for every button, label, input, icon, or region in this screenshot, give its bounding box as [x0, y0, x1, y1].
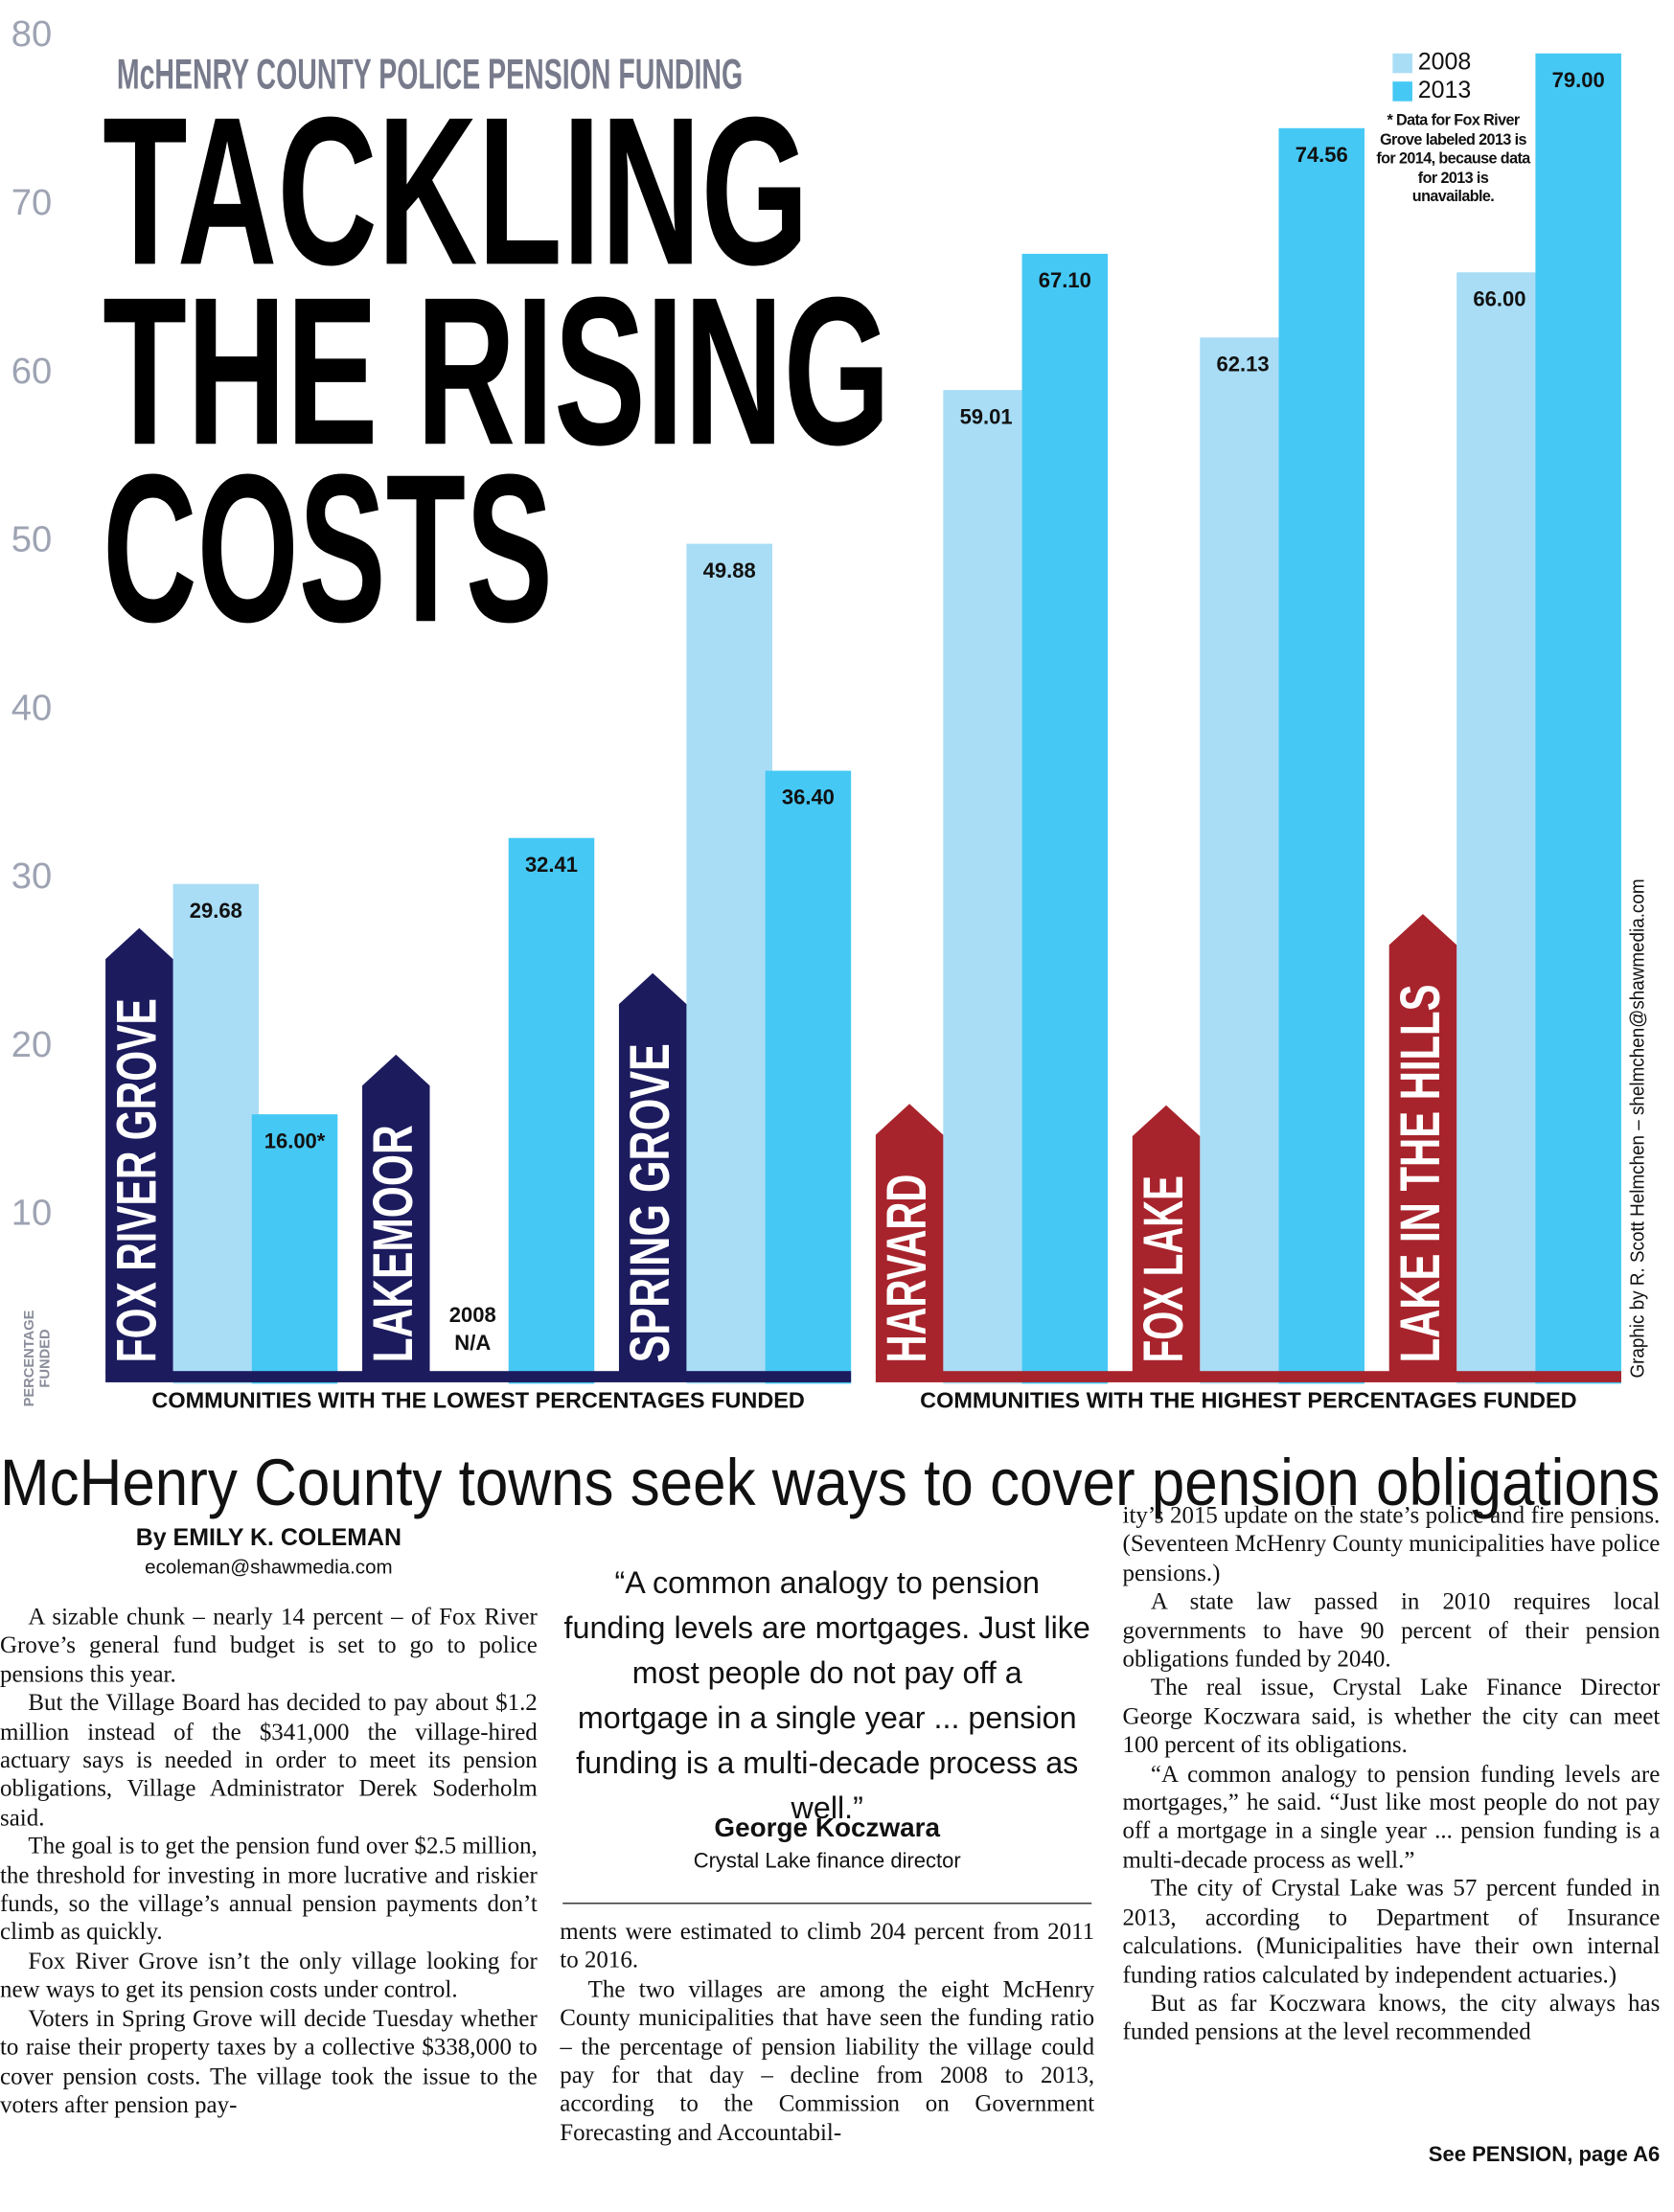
bar	[172, 883, 260, 1384]
paragraph: The real issue, Crystal Lake Finance Dir…	[1122, 1674, 1661, 1759]
column: A sizable chunk – nearly 14 percent – of…	[0, 1603, 538, 2207]
value-label: 16.00*	[264, 1129, 326, 1152]
legend-label: 2013	[1418, 77, 1471, 103]
legend-swatch	[1392, 53, 1412, 74]
paragraph: Voters in Spring Grove will decide Tuesd…	[0, 2004, 538, 2118]
category-label: HARVARD	[876, 1174, 938, 1363]
y-tick-label: 60	[11, 351, 52, 392]
bar	[1456, 272, 1543, 1384]
bar	[508, 837, 595, 1384]
column: ments were estimated to climb 204 percen…	[560, 1918, 1094, 2207]
category-arrow	[1388, 914, 1457, 1373]
value-label: 66.00	[1473, 286, 1525, 310]
byline: By EMILY K. COLEMAN	[135, 1524, 402, 1552]
value-label: 67.10	[1039, 268, 1091, 292]
rule	[562, 1903, 1092, 1904]
category-label: SPRING GROVE	[619, 1043, 681, 1362]
paragraph: ity’s 2015 update on the state’s police …	[1122, 1501, 1661, 1586]
category-label: FOX RIVER GROVE	[105, 998, 168, 1362]
category-arrow	[362, 1054, 430, 1373]
bar	[1535, 53, 1621, 1384]
value-label: 29.68	[190, 899, 242, 923]
category-label: FOX LAKE	[1133, 1175, 1195, 1362]
y-tick-label: 30	[11, 855, 52, 897]
category-arrow	[618, 972, 687, 1373]
jump-line: See PENSION, page A6	[1428, 2143, 1661, 2168]
paragraph: The two villages are among the eight McH…	[560, 1975, 1095, 2146]
paragraph: The goal is to get the pension fund over…	[0, 1833, 538, 1946]
title-line: COSTS	[103, 430, 553, 666]
pull-quote: “A common analogy to pension funding lev…	[563, 1564, 1090, 1826]
bar	[765, 770, 852, 1384]
paragraph: The city of Crystal Lake was 57 percent …	[1122, 1875, 1661, 1988]
y-tick-label: 80	[11, 13, 52, 55]
bar	[251, 1114, 338, 1384]
credit: Graphic by R. Scott Helmchen – shelmchen…	[1627, 878, 1649, 1378]
value-label: 79.00	[1552, 68, 1605, 92]
paragraph: ments were estimated to climb 204 percen…	[560, 1918, 1095, 1974]
bar	[686, 543, 772, 1384]
y-tick-label: 10	[11, 1193, 52, 1234]
paragraph: A sizable chunk – nearly 14 percent – of…	[0, 1603, 538, 1688]
legend-swatch	[1392, 81, 1412, 102]
category-arrow	[875, 1104, 944, 1373]
value-label: 49.88	[703, 559, 756, 582]
bar	[1278, 127, 1365, 1384]
value-label: 32.41	[525, 853, 578, 877]
category-arrow	[1132, 1105, 1201, 1373]
value-label: 36.40	[782, 786, 835, 810]
email: ecoleman@shawmedia.com	[145, 1555, 393, 1578]
y-tick-label: 70	[11, 182, 52, 223]
y-axis-label: PERCENTAGE FUNDED	[22, 1310, 54, 1407]
column: ity’s 2015 update on the state’s police …	[1123, 1502, 1661, 2118]
group-baseline	[875, 1371, 1621, 1382]
category-label: LAKE IN THE HILLS	[1389, 985, 1452, 1363]
title-line: TACKLING	[103, 73, 809, 308]
paragraph: But the Village Board has decided to pay…	[0, 1689, 538, 1831]
paragraph: A state law passed in 2010 requires loca…	[1122, 1587, 1661, 1673]
bar	[943, 390, 1029, 1384]
paragraph: “A common analogy to pension funding lev…	[1122, 1760, 1661, 1874]
group-label: COMMUNITIES WITH THE LOWEST PERCENTAGES …	[151, 1388, 804, 1413]
bar	[1200, 337, 1286, 1384]
kicker: McHENRY COUNTY POLICE PENSION FUNDING	[117, 51, 743, 98]
legend-label: 2008	[1418, 49, 1471, 76]
title-line: THE RISING	[103, 253, 890, 489]
headline: McHenry County towns seek ways to cover …	[0, 1446, 1660, 1519]
bar	[1021, 253, 1109, 1384]
y-tick-label: 20	[11, 1024, 52, 1065]
value-label: 2008 N/A	[448, 1303, 496, 1357]
value-label: 62.13	[1217, 352, 1270, 376]
category-label: LAKEMOOR	[362, 1125, 424, 1362]
note: * Data for Fox River Grove labeled 2013 …	[1376, 112, 1530, 206]
group-baseline	[105, 1371, 852, 1382]
quote-name: George Koczwara	[714, 1813, 941, 1844]
paragraph: But as far Koczwara knows, the city alwa…	[1122, 1989, 1661, 2045]
y-tick-label: 50	[11, 519, 52, 560]
y-tick-label: 40	[11, 687, 52, 728]
value-label: 74.56	[1296, 143, 1348, 167]
quote-title: Crystal Lake finance director	[693, 1849, 961, 1874]
paragraph: Fox River Grove isn’t the only village l…	[0, 1947, 538, 2003]
group-label: COMMUNITIES WITH THE HIGHEST PERCENTAGES…	[920, 1388, 1576, 1413]
category-arrow	[105, 927, 173, 1373]
value-label: 59.01	[960, 404, 1013, 428]
